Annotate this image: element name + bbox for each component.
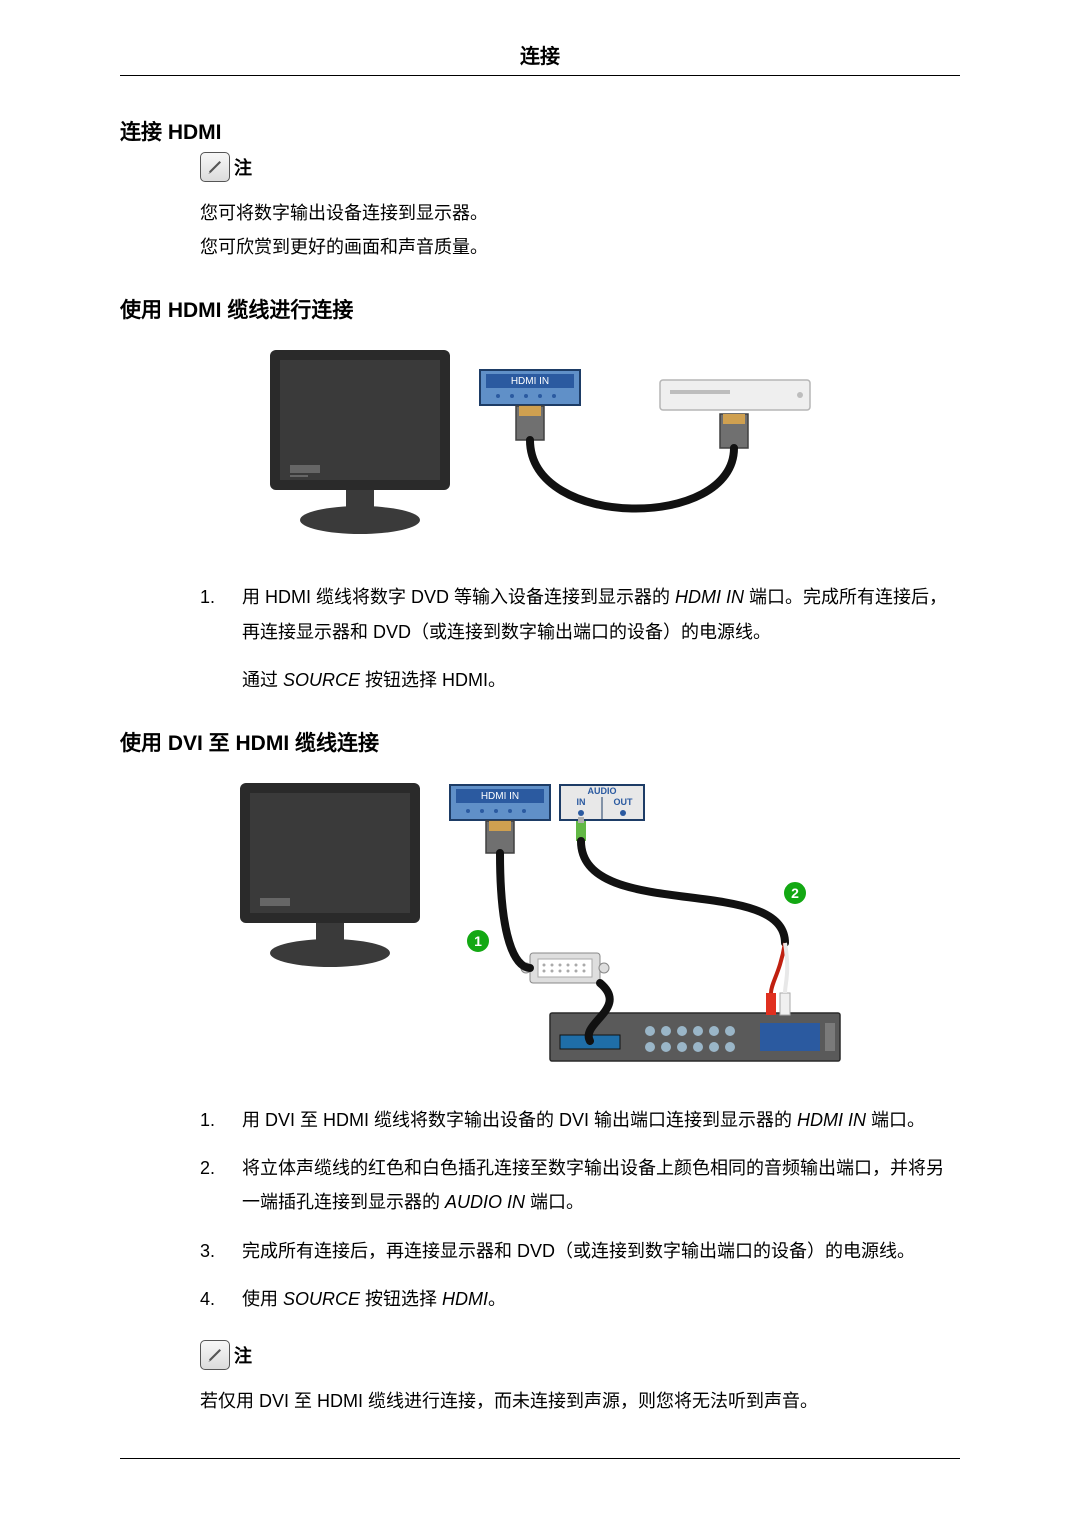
page: 连接 连接 HDMI 注 您可将数字输出设备连接到显示器。 您可欣赏到更好的画面… bbox=[0, 0, 1080, 1527]
note-label: 注 bbox=[234, 1342, 252, 1368]
step-number: 2. bbox=[200, 1151, 224, 1219]
diagram2-hdmi-label: HDMI IN bbox=[481, 791, 519, 802]
step-row: 3. 完成所有连接后，再连接显示器和 DVD（或连接到数字输出端口的设备）的电源线… bbox=[200, 1234, 960, 1268]
section-title-hdmi-cable: 使用 HDMI 缆线进行连接 bbox=[120, 294, 960, 324]
note-icon bbox=[200, 1340, 230, 1370]
step-row: 4. 使用 SOURCE 按钮选择 HDMI。 bbox=[200, 1282, 960, 1316]
diagram1-port-label: HDMI IN bbox=[511, 376, 549, 387]
note-icon bbox=[200, 152, 230, 182]
step-row: 1. 用 DVI 至 HDMI 缆线将数字输出设备的 DVI 输出端口连接到显示器… bbox=[200, 1103, 960, 1137]
step-row: 2. 将立体声缆线的红色和白色插孔连接至数字输出设备上颜色相同的音频输出端口，并将… bbox=[200, 1151, 960, 1219]
section-title-dvi-hdmi: 使用 DVI 至 HDMI 缆线连接 bbox=[120, 727, 960, 757]
callout-1: 1 bbox=[474, 933, 482, 949]
note-row-1: 注 bbox=[200, 152, 960, 182]
final-note: 若仅用 DVI 至 HDMI 缆线进行连接，而未连接到声源，则您将无法听到声音。 bbox=[200, 1384, 960, 1418]
callout-2: 2 bbox=[791, 885, 799, 901]
diagram-dvi-hdmi: HDMI IN AUDIO IN OUT 1 2 bbox=[120, 773, 960, 1073]
step-text: 用 HDMI 缆线将数字 DVD 等输入设备连接到显示器的 HDMI IN 端口… bbox=[242, 580, 960, 697]
step-text: 用 DVI 至 HDMI 缆线将数字输出设备的 DVI 输出端口连接到显示器的 … bbox=[242, 1103, 925, 1137]
page-header: 连接 bbox=[120, 40, 960, 76]
step-text: 使用 SOURCE 按钮选择 HDMI。 bbox=[242, 1282, 506, 1316]
note-label: 注 bbox=[234, 154, 252, 180]
note-row-2: 注 bbox=[200, 1340, 960, 1370]
diagram2-audio-out: OUT bbox=[614, 797, 634, 807]
section-title-connect-hdmi: 连接 HDMI bbox=[120, 116, 960, 146]
step-text: 完成所有连接后，再连接显示器和 DVD（或连接到数字输出端口的设备）的电源线。 bbox=[242, 1234, 915, 1268]
step-number: 3. bbox=[200, 1234, 224, 1268]
diagram2-audio-in: IN bbox=[577, 797, 586, 807]
dvi-steps: 1. 用 DVI 至 HDMI 缆线将数字输出设备的 DVI 输出端口连接到显示器… bbox=[200, 1103, 960, 1316]
diagram2-audio-label: AUDIO bbox=[588, 786, 617, 796]
diagram-hdmi: HDMI IN bbox=[120, 340, 960, 550]
step-number: 4. bbox=[200, 1282, 224, 1316]
footer-rule bbox=[120, 1458, 960, 1459]
step-number: 1. bbox=[200, 580, 224, 697]
hdmi-steps: 1.用 HDMI 缆线将数字 DVD 等输入设备连接到显示器的 HDMI IN … bbox=[200, 580, 960, 697]
step-text: 将立体声缆线的红色和白色插孔连接至数字输出设备上颜色相同的音频输出端口，并将另一… bbox=[242, 1151, 960, 1219]
step-row: 1.用 HDMI 缆线将数字 DVD 等输入设备连接到显示器的 HDMI IN … bbox=[200, 580, 960, 697]
intro-line-2: 您可欣赏到更好的画面和声音质量。 bbox=[200, 230, 960, 264]
intro-line-1: 您可将数字输出设备连接到显示器。 bbox=[200, 196, 960, 230]
step-number: 1. bbox=[200, 1103, 224, 1137]
